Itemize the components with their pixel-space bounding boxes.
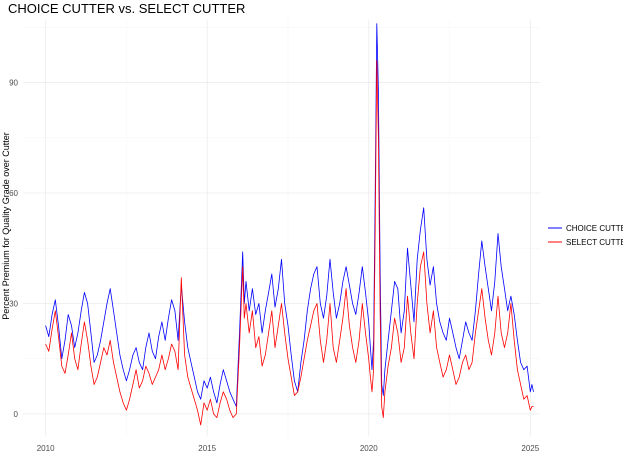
grid	[23, 20, 540, 436]
chart-title: CHOICE CUTTER vs. SELECT CUTTER	[8, 1, 245, 16]
x-tick-label: 2015	[198, 444, 216, 453]
y-tick-label: 90	[9, 79, 18, 88]
legend: CHOICE CUTTER SELECT CUTTER	[548, 224, 623, 247]
x-tick-label: 2020	[360, 444, 378, 453]
legend-label: CHOICE CUTTER	[566, 224, 623, 233]
x-tick-label: 2025	[521, 444, 539, 453]
y-axis-label: Percent Premium for Quality Grade over C…	[1, 132, 11, 320]
series-line-select-cutter	[45, 60, 534, 426]
y-tick-label: 60	[9, 189, 18, 198]
y-tick-label: 0	[14, 410, 19, 419]
x-tick-label: 2010	[37, 444, 55, 453]
axis-ticks: 2010 2015 2020 2025 0 30 60 90	[9, 79, 540, 453]
series-lines	[45, 23, 534, 426]
y-tick-label: 30	[9, 299, 18, 308]
legend-label: SELECT CUTTER	[566, 238, 623, 247]
